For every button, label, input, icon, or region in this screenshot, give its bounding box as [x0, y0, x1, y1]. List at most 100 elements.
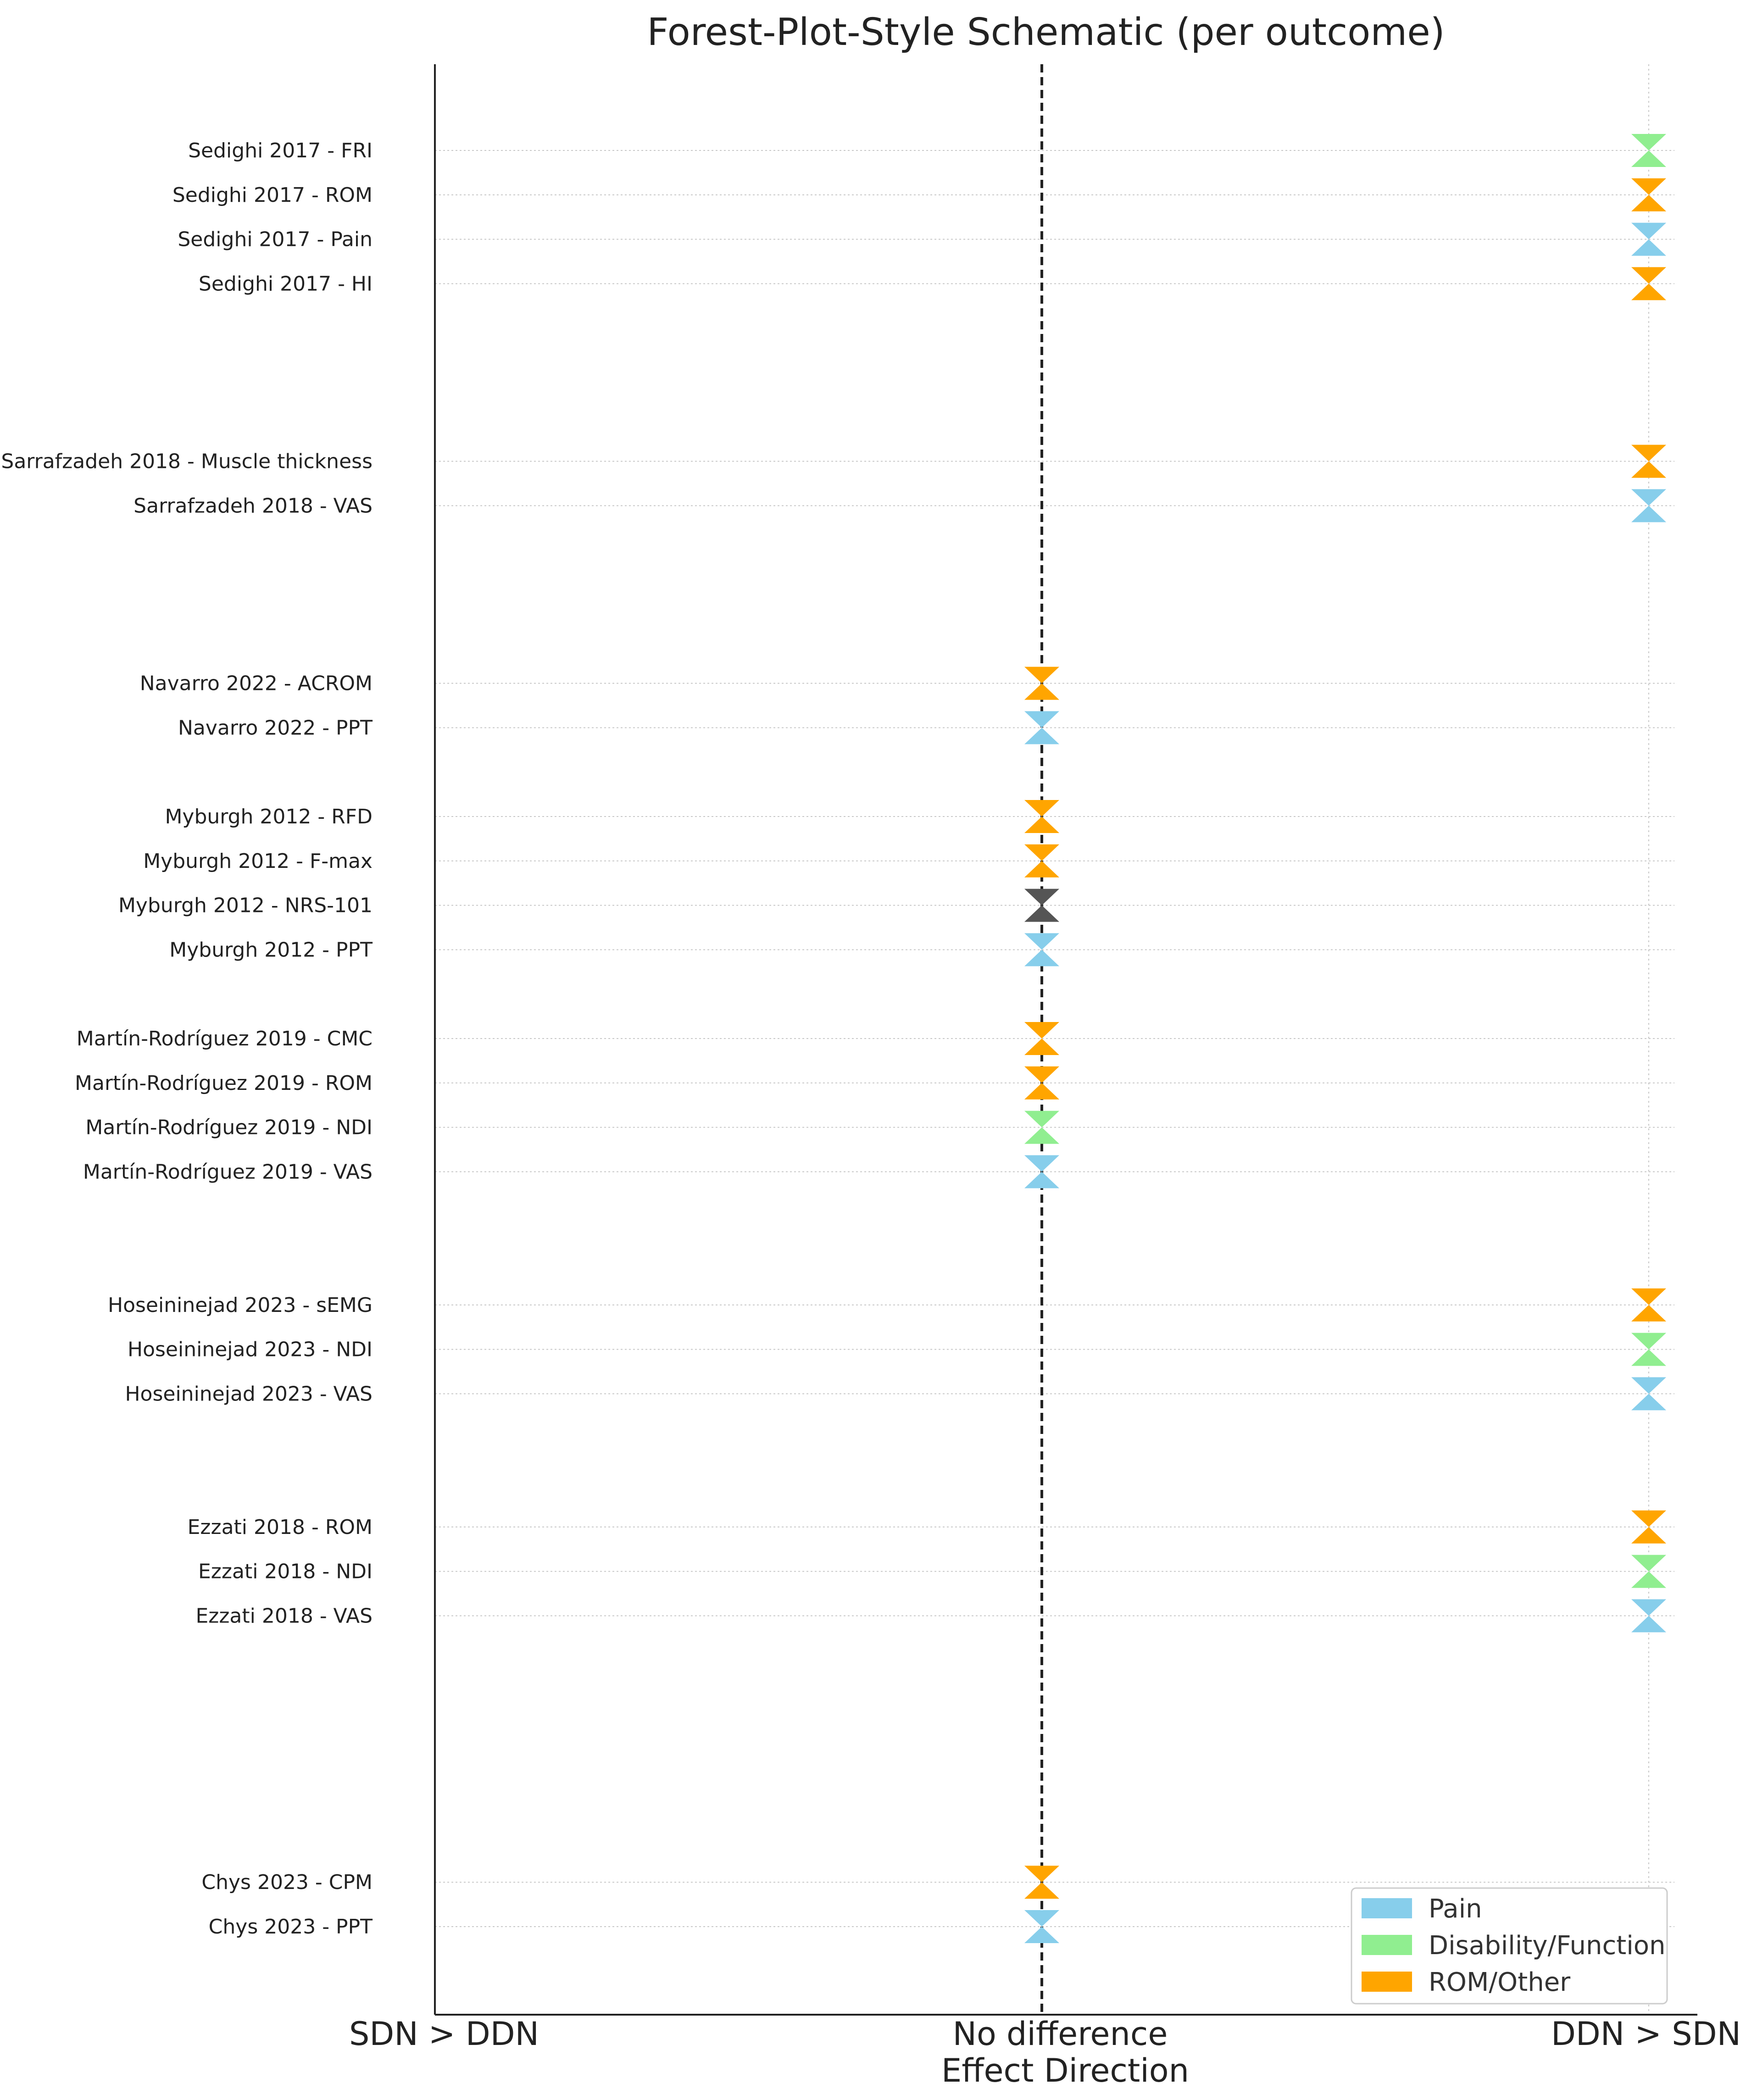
- row-label: Sedighi 2017 - Pain: [178, 228, 373, 251]
- row-label: Chys 2023 - CPM: [201, 1871, 373, 1894]
- marker-triangle-down: [1024, 711, 1059, 728]
- row-label: Sedighi 2017 - FRI: [188, 139, 373, 162]
- marker-triangle-up: [1024, 1127, 1059, 1144]
- effect-marker: [1024, 1066, 1059, 1100]
- effect-marker: [1631, 1555, 1666, 1588]
- marker-triangle-up: [1024, 817, 1059, 833]
- marker-triangle-down: [1024, 933, 1059, 950]
- legend: Pain Disability/Function ROM/Other: [1351, 1887, 1668, 2005]
- row-label: Hoseininejad 2023 - sEMG: [108, 1294, 373, 1317]
- legend-swatch: [1362, 1898, 1412, 1918]
- effect-marker: [1024, 711, 1059, 744]
- legend-swatch: [1362, 1972, 1412, 1992]
- marker-triangle-up: [1631, 1616, 1666, 1633]
- effect-marker: [1024, 667, 1059, 700]
- marker-triangle-down: [1024, 1066, 1059, 1083]
- row-label: Ezzati 2018 - ROM: [188, 1516, 373, 1539]
- marker-triangle-up: [1631, 1305, 1666, 1322]
- marker-triangle-down: [1631, 1555, 1666, 1572]
- marker-triangle-up: [1631, 150, 1666, 167]
- marker-triangle-up: [1024, 728, 1059, 744]
- row-label: Martín-Rodríguez 2019 - VAS: [83, 1160, 373, 1183]
- marker-triangle-down: [1024, 1022, 1059, 1039]
- effect-marker: [1631, 222, 1666, 256]
- effect-marker: [1631, 178, 1666, 211]
- effect-marker: [1631, 1510, 1666, 1544]
- gridlines: [435, 64, 1674, 2015]
- effect-marker: [1631, 1599, 1666, 1633]
- row-label: Navarro 2022 - ACROM: [140, 672, 373, 695]
- chart-title: Forest-Plot-Style Schematic (per outcome…: [647, 11, 1445, 54]
- row-label: Hoseininejad 2023 - NDI: [128, 1338, 373, 1361]
- effect-marker: [1631, 134, 1666, 167]
- row-label: Ezzati 2018 - VAS: [195, 1604, 373, 1628]
- marker-triangle-up: [1024, 950, 1059, 967]
- marker-triangle-down: [1024, 667, 1059, 683]
- effect-marker: [1024, 1022, 1059, 1055]
- marker-triangle-down: [1631, 1599, 1666, 1616]
- marker-triangle-up: [1631, 1349, 1666, 1366]
- effect-marker: [1024, 1866, 1059, 1899]
- marker-triangle-down: [1631, 1377, 1666, 1394]
- marker-triangle-down: [1631, 489, 1666, 506]
- effect-marker: [1024, 933, 1059, 967]
- legend-frame: [1351, 1887, 1668, 2005]
- marker-triangle-down: [1631, 1510, 1666, 1527]
- effect-marker: [1024, 844, 1059, 878]
- row-label: Martín-Rodríguez 2019 - CMC: [77, 1027, 373, 1050]
- legend-label: Disability/Function: [1429, 1931, 1666, 1961]
- effect-marker: [1024, 889, 1059, 922]
- marker-triangle-down: [1024, 1111, 1059, 1128]
- marker-triangle-down: [1631, 178, 1666, 195]
- marker-triangle-down: [1631, 444, 1666, 461]
- legend-label: Pain: [1429, 1894, 1482, 1924]
- marker-triangle-up: [1631, 1527, 1666, 1544]
- marker-triangle-up: [1631, 194, 1666, 211]
- marker-triangle-down: [1631, 1288, 1666, 1305]
- marker-triangle-down: [1631, 1333, 1666, 1350]
- x-tick-label: No difference: [953, 2015, 1168, 2053]
- effect-marker: [1631, 1333, 1666, 1366]
- marker-triangle-down: [1024, 1910, 1059, 1927]
- row-label: Sedighi 2017 - ROM: [172, 183, 373, 207]
- effect-marker: [1631, 267, 1666, 300]
- x-tick-labels: SDN > DDN No difference DDN > SDN: [349, 2015, 1741, 2053]
- marker-triangle-up: [1024, 1927, 1059, 1943]
- effect-marker: [1024, 800, 1059, 833]
- marker-triangle-up: [1631, 1394, 1666, 1411]
- marker-triangle-down: [1631, 222, 1666, 239]
- marker-triangle-up: [1631, 506, 1666, 522]
- effect-marker: [1631, 1377, 1666, 1411]
- legend-label: ROM/Other: [1429, 1967, 1571, 1997]
- marker-triangle-up: [1024, 1083, 1059, 1100]
- effect-marker: [1024, 1111, 1059, 1144]
- row-label: Chys 2023 - PPT: [209, 1915, 373, 1939]
- effect-marker: [1631, 444, 1666, 478]
- marker-triangle-down: [1024, 889, 1059, 906]
- effect-marker: [1024, 1910, 1059, 1943]
- row-label: Myburgh 2012 - F-max: [143, 850, 373, 873]
- marker-triangle-up: [1024, 905, 1059, 922]
- row-label: Sarrafzadeh 2018 - Muscle thickness: [1, 450, 373, 473]
- marker-triangle-up: [1024, 1172, 1059, 1189]
- row-label: Myburgh 2012 - PPT: [169, 938, 373, 961]
- marker-triangle-up: [1024, 861, 1059, 878]
- marker-triangle-down: [1024, 1155, 1059, 1172]
- effect-marker: [1024, 1155, 1059, 1189]
- marker-triangle-up: [1631, 1571, 1666, 1588]
- legend-swatch: [1362, 1935, 1412, 1955]
- marker-triangle-up: [1631, 239, 1666, 256]
- effect-marker: [1631, 1288, 1666, 1322]
- row-label: Myburgh 2012 - NRS-101: [118, 894, 373, 917]
- x-tick-label: SDN > DDN: [349, 2015, 539, 2053]
- row-label: Myburgh 2012 - RFD: [165, 805, 373, 828]
- x-axis-label: Effect Direction: [941, 2052, 1189, 2089]
- row-label: Sedighi 2017 - HI: [199, 272, 373, 295]
- row-label: Sarrafzadeh 2018 - VAS: [133, 494, 373, 517]
- marker-triangle-down: [1631, 134, 1666, 150]
- marker-triangle-up: [1631, 461, 1666, 478]
- row-label: Hoseininejad 2023 - VAS: [125, 1382, 373, 1406]
- x-tick-label: DDN > SDN: [1551, 2015, 1741, 2053]
- row-labels: Chys 2023 - PPT Chys 2023 - CPM Ezzati 201…: [1, 139, 373, 1939]
